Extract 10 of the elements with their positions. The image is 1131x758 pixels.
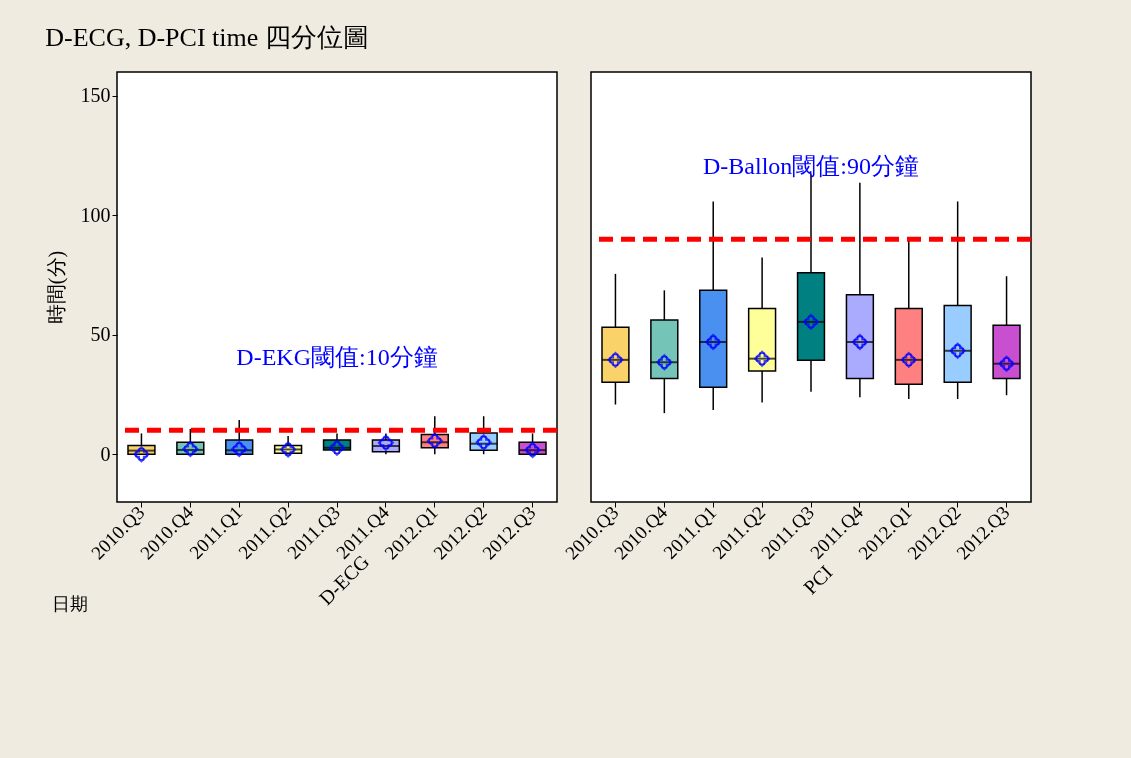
y-tick-label: 50 <box>90 323 111 346</box>
y-tick-label: 0 <box>100 442 111 465</box>
ref-line-label: D-EKG閾值:10分鐘 <box>236 344 438 371</box>
y-tick-label: 100 <box>80 203 111 226</box>
y-tick-label: 150 <box>80 84 111 107</box>
y-axis-title: 時間(分) <box>44 250 68 325</box>
chart-title: D-ECG, D-PCI time 四分位圖 <box>45 23 369 53</box>
x-axis-title: PCI <box>799 560 837 599</box>
ref-line-label: D-Ballon閾值:90分鐘 <box>703 153 919 180</box>
text: 日期 <box>52 593 88 616</box>
